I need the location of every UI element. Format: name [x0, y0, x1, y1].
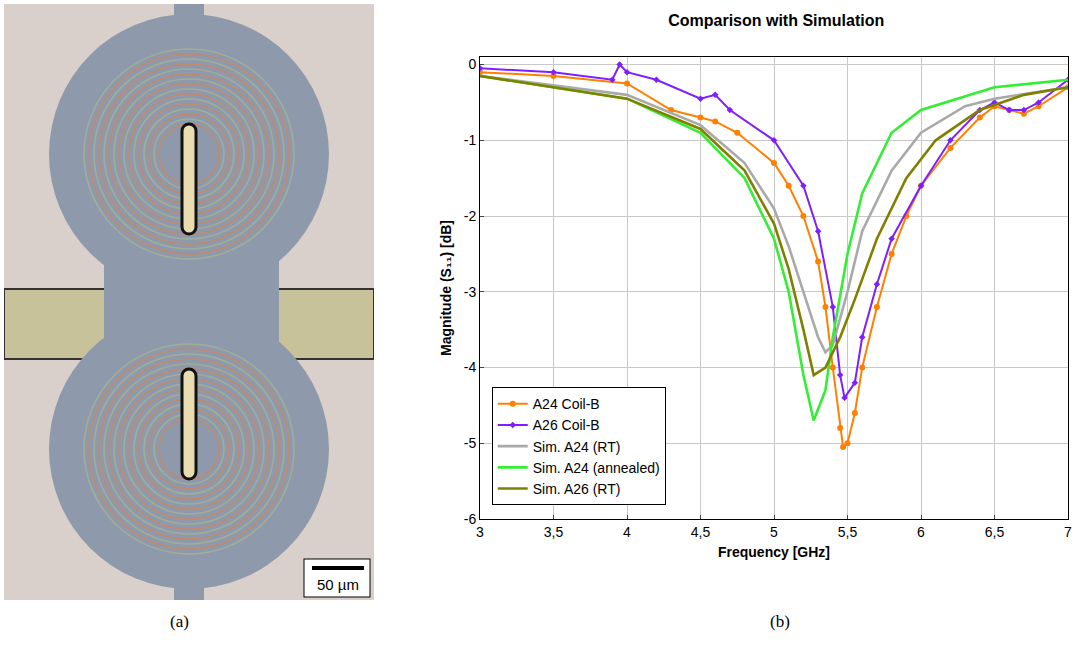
svg-text:A26 Coil-B: A26 Coil-B — [533, 417, 600, 433]
svg-text:Frequency [GHz]: Frequency [GHz] — [718, 544, 830, 560]
svg-text:Sim. A26 (RT): Sim. A26 (RT) — [533, 481, 621, 497]
svg-text:0: 0 — [468, 56, 476, 72]
html-text:(a): (a) — [170, 612, 189, 631]
svg-text:4,5: 4,5 — [691, 524, 711, 540]
svg-text:-5: -5 — [464, 435, 477, 451]
svg-text:6,5: 6,5 — [985, 524, 1005, 540]
svg-text:3,5: 3,5 — [544, 524, 564, 540]
svg-text:Comparison with Simulation: Comparison with Simulation — [668, 12, 884, 29]
svg-text:4: 4 — [623, 524, 631, 540]
svg-text:Magnitude (S₁₁) [dB]: Magnitude (S₁₁) [dB] — [438, 220, 454, 356]
svg-text:6: 6 — [917, 524, 925, 540]
svg-text:-3: -3 — [464, 284, 477, 300]
svg-text:50 µm: 50 µm — [317, 576, 359, 593]
svg-text:Sim. A24 (annealed): Sim. A24 (annealed) — [533, 460, 660, 476]
svg-text:5: 5 — [770, 524, 778, 540]
svg-text:A24 Coil-B: A24 Coil-B — [533, 396, 600, 412]
svg-text:7: 7 — [1064, 524, 1072, 540]
svg-text:Sim. A24 (RT): Sim. A24 (RT) — [533, 439, 621, 455]
svg-text:-1: -1 — [464, 132, 477, 148]
svg-text:-2: -2 — [464, 208, 477, 224]
svg-text:3: 3 — [476, 524, 484, 540]
svg-text:-4: -4 — [464, 359, 477, 375]
svg-text:5,5: 5,5 — [838, 524, 858, 540]
svg-text:-6: -6 — [464, 511, 477, 527]
html-text:(b): (b) — [770, 612, 790, 631]
